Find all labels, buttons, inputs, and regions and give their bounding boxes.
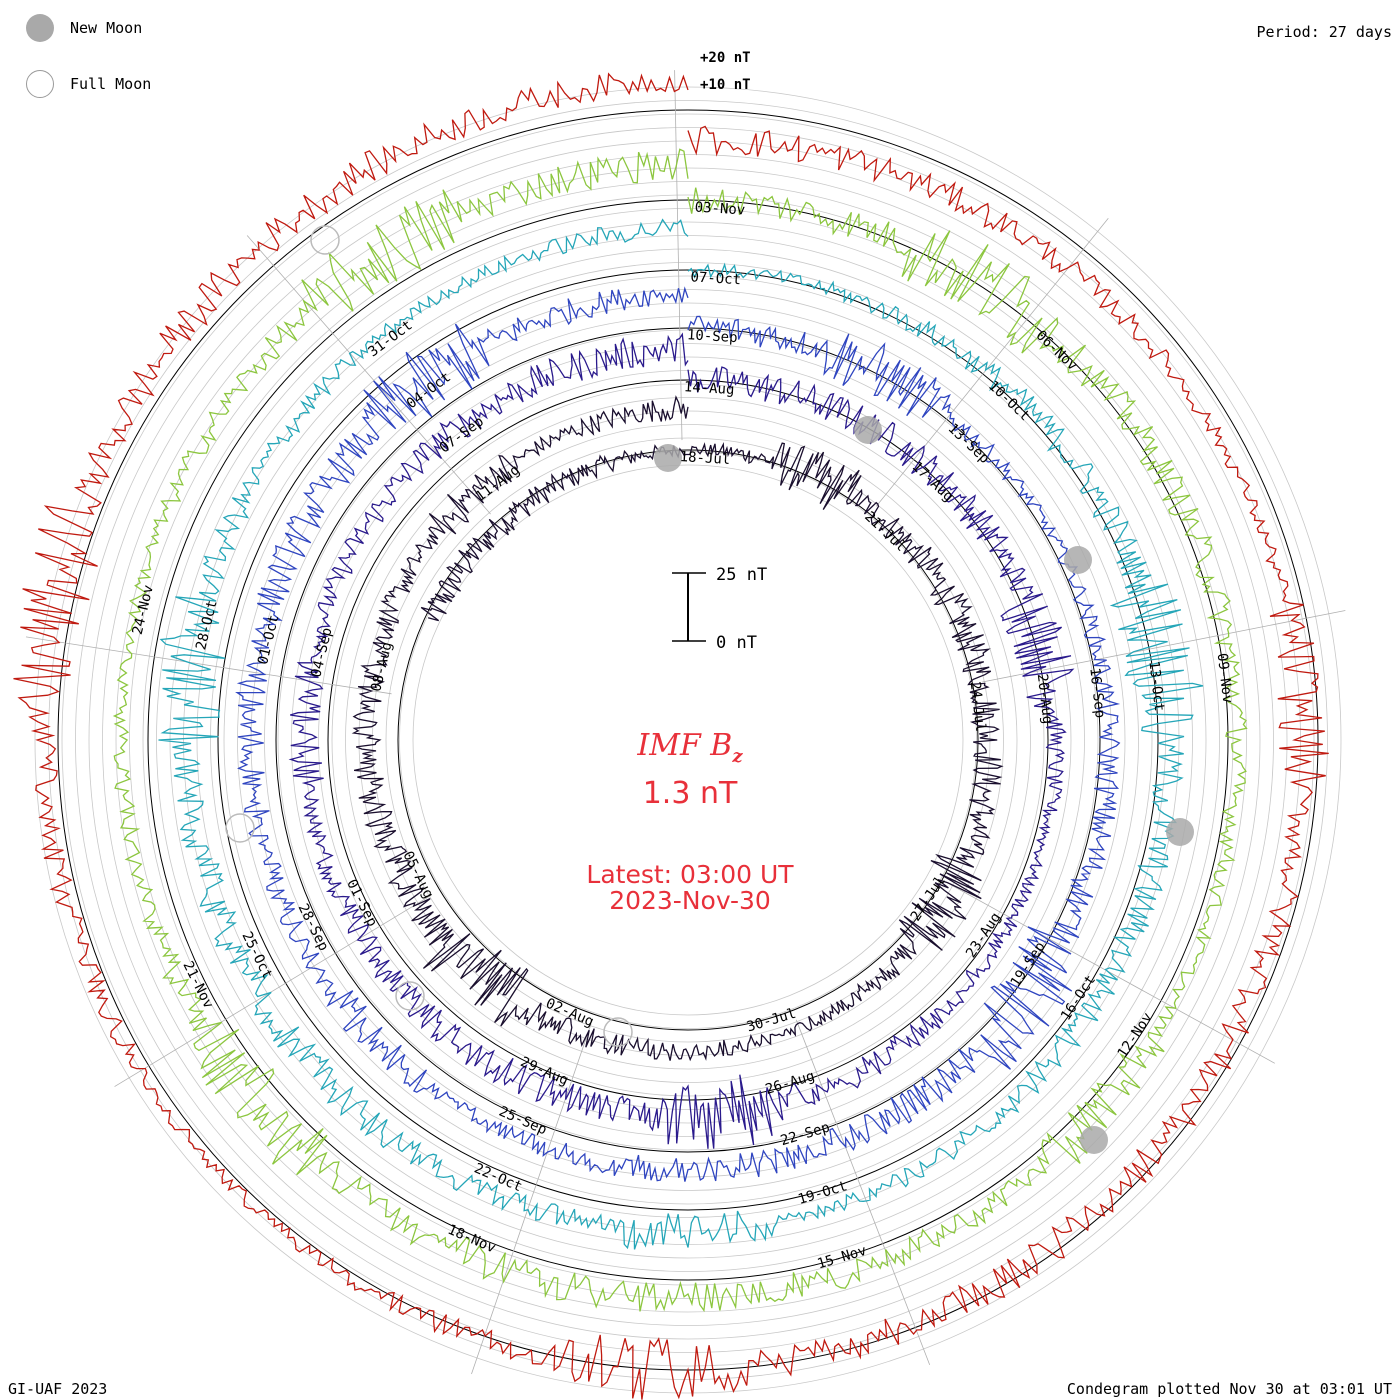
- date-label: 01-Oct: [255, 613, 282, 666]
- center-title-sub: z: [732, 746, 743, 767]
- date-label: 15-Nov: [815, 1243, 868, 1273]
- grid-ring: [291, 343, 1085, 1137]
- full-moon-icon: [26, 70, 54, 98]
- date-label: 14-Aug: [683, 379, 734, 398]
- date-label: 19-Oct: [796, 1178, 849, 1208]
- grid-ring: [61, 113, 1315, 1367]
- grid-ring: [412, 464, 964, 1016]
- zero-reference-ring: [217, 269, 1159, 1211]
- series-cycle-6: [13, 72, 1329, 1400]
- grid-radial: [982, 610, 1346, 683]
- new-moon-marker: [854, 416, 882, 444]
- date-label: 18-Nov: [445, 1222, 498, 1257]
- date-label: 20-Aug: [1034, 673, 1056, 725]
- zero-reference-ring: [275, 327, 1101, 1153]
- period-label: Period: 27 days: [1256, 23, 1392, 41]
- legend-full-moon-label: Full Moon: [70, 75, 152, 93]
- grid-ring: [345, 397, 1031, 1083]
- series-cycle-4: [158, 218, 1204, 1250]
- full-moon-marker: [225, 813, 255, 843]
- zero-reference-ring: [147, 199, 1229, 1281]
- grid-ring: [358, 410, 1018, 1070]
- ring-label-plus10: +10 nT: [700, 77, 751, 93]
- date-label: 17-Aug: [909, 459, 957, 505]
- full-moon-marker: [395, 981, 425, 1011]
- grid-ring: [48, 100, 1328, 1380]
- grid-ring: [196, 248, 1180, 1232]
- date-label: 03-Nov: [694, 200, 745, 219]
- zero-reference-ring: [397, 449, 979, 1031]
- grid-ring: [88, 140, 1288, 1340]
- scale-bar: 25 nT 0 nT: [672, 565, 767, 653]
- grid-ring: [102, 154, 1274, 1326]
- date-label: 28-Sep: [295, 901, 332, 953]
- grid-ring: [223, 275, 1153, 1205]
- new-moon-marker: [1166, 818, 1194, 846]
- date-label: 18-Jul: [679, 449, 730, 468]
- grid-ring: [210, 262, 1166, 1218]
- grid-ring: [156, 208, 1220, 1272]
- chart-radials: [25, 70, 1346, 1375]
- new-moon-marker: [1080, 1126, 1108, 1154]
- new-moon-icon: [26, 14, 54, 42]
- legend-new-moon: New Moon: [26, 14, 142, 42]
- date-label: 06-Nov: [1033, 328, 1081, 374]
- full-moon-marker: [603, 1017, 633, 1047]
- grid-radial: [114, 894, 432, 1087]
- grid-radial: [25, 636, 392, 695]
- date-label: 09-Nov: [1214, 652, 1236, 704]
- date-label: 24-Jul: [967, 681, 989, 733]
- grid-ring: [142, 194, 1234, 1286]
- grid-ring: [129, 181, 1247, 1299]
- latest-date: 2023-Nov-30: [609, 886, 771, 915]
- grid-ring: [372, 424, 1004, 1056]
- date-label: 16-Sep: [1086, 667, 1108, 719]
- zero-reference-ring: [327, 379, 1049, 1101]
- latest-time: Latest: 03:00 UT: [586, 860, 794, 889]
- scale-bar-bottom-label: 0 nT: [716, 633, 757, 653]
- new-moon-marker: [1064, 546, 1092, 574]
- grid-radial: [795, 1019, 931, 1366]
- grid-radial: [246, 235, 491, 515]
- grid-radial: [674, 70, 683, 441]
- grid-ring: [331, 383, 1045, 1097]
- credit-label: GI-UAF 2023: [8, 1380, 108, 1398]
- grid-radial: [950, 884, 1276, 1064]
- center-title-main: IMF B: [637, 728, 733, 763]
- series-cycle-3: [235, 286, 1121, 1182]
- center-title: IMF Bz: [550, 728, 830, 767]
- date-label: 10-Sep: [687, 327, 738, 346]
- series-cycle-5: [112, 148, 1248, 1313]
- date-label: 04-Sep: [308, 626, 335, 679]
- date-label: 13-Oct: [1145, 660, 1167, 712]
- grid-ring: [34, 86, 1342, 1394]
- grid-ring: [75, 127, 1301, 1353]
- new-moon-marker: [654, 444, 682, 472]
- chart-grid: [34, 86, 1342, 1394]
- legend-new-moon-label: New Moon: [70, 19, 143, 37]
- date-label: 07-Oct: [690, 269, 741, 288]
- date-label: 30-Jul: [745, 1006, 798, 1036]
- series-cycle-1: [351, 395, 1004, 1062]
- date-label: 22-Oct: [472, 1161, 525, 1196]
- series-cycle-2: [288, 332, 1075, 1149]
- grid-ring: [115, 167, 1261, 1313]
- date-label: 29-Aug: [518, 1054, 571, 1089]
- date-label: 24-Nov: [130, 583, 157, 636]
- grid-ring: [304, 356, 1072, 1124]
- legend-full-moon: Full Moon: [26, 70, 151, 98]
- chart-series: [13, 72, 1329, 1400]
- scale-bar-top-label: 25 nT: [716, 565, 767, 585]
- current-value: 1.3 nT: [642, 776, 738, 811]
- full-moon-marker: [310, 225, 340, 255]
- grid-ring: [399, 451, 977, 1029]
- grid-ring: [237, 289, 1139, 1191]
- grid-radial: [471, 1023, 592, 1375]
- chart-moons: [225, 225, 1194, 1154]
- date-label: 01-Sep: [343, 877, 380, 929]
- ring-label-plus20: +20 nT: [700, 50, 751, 66]
- plotted-label: Condegram plotted Nov 30 at 03:01 UT: [1066, 1380, 1392, 1398]
